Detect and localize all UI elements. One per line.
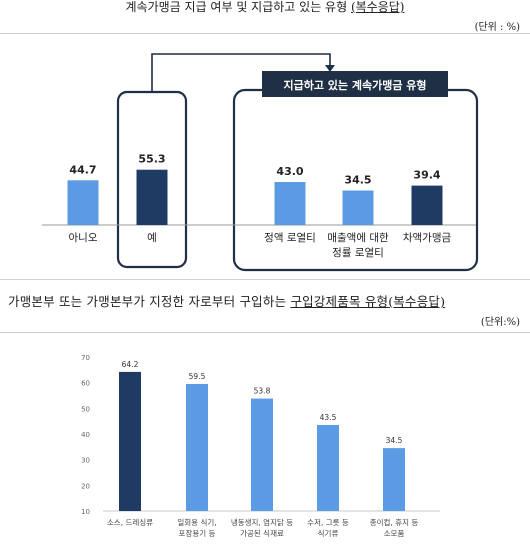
connector-line — [151, 53, 331, 92]
bottom-unit-label: (단위:%) — [480, 317, 520, 328]
top-bar — [411, 185, 443, 225]
top-chart-title: 계속가맹금 지급 여부 및 지급하고 있는 유형 (복수응답) — [0, 0, 530, 14]
bottom-y-tick: 40 — [81, 431, 90, 439]
top-bar-value: 34.5 — [344, 174, 371, 187]
top-category-label: 차액가맹금 — [403, 232, 452, 244]
bottom-y-tick: 50 — [81, 405, 90, 413]
bottom-category-label: 소스, 드레싱류 — [107, 517, 153, 527]
top-category-label: 아니오 — [69, 232, 98, 244]
top-chart: 지급하고 있는 계속가맹금 유형 44.7 아니오 55.3 예 43.0 정액 로열티 3… — [42, 53, 479, 272]
top-category-label: 매출액에 대한 — [327, 232, 389, 244]
bottom-category-label: 가공된 식재료 — [240, 528, 284, 538]
bottom-bar-value: 64.2 — [122, 360, 139, 369]
bottom-title-emph: 구입강제품목 유형 — [290, 294, 389, 309]
top-bar-value: 44.7 — [69, 163, 96, 176]
bottom-chart: 10 20 30 40 50 60 70 64.2 소스, 드레싱류 59.5 일회용 식기,포장용… — [81, 354, 440, 538]
bottom-y-tick: 60 — [81, 380, 90, 388]
bottom-bar-value: 59.5 — [189, 372, 206, 381]
top-bar — [342, 190, 374, 225]
top-category-label: 정액 로열티 — [264, 232, 316, 244]
bottom-bar-value: 53.8 — [254, 387, 271, 396]
connector-arrowhead — [325, 65, 335, 72]
top-bar-value: 39.4 — [413, 169, 440, 182]
bottom-y-tick: 30 — [81, 457, 90, 465]
top-chart-panel: 지급하고 있는 계속가맹금 유형 44.7 아니오 55.3 예 43.0 정액 로열티 3… — [0, 33, 530, 280]
top-bar — [274, 182, 306, 225]
bottom-bar-value: 43.5 — [320, 413, 337, 422]
bottom-title-note: (복수응답) — [388, 294, 446, 309]
top-category-label: 예 — [147, 231, 157, 244]
bottom-category-label: 일회용 식기, — [177, 518, 216, 527]
bottom-bar — [317, 425, 339, 511]
bottom-category-label: 수저, 그릇 등 — [307, 518, 349, 527]
bottom-bar — [383, 448, 405, 511]
bottom-bar — [251, 398, 273, 511]
bottom-y-tick: 70 — [81, 354, 90, 362]
top-bar-value: 43.0 — [276, 165, 303, 178]
bottom-category-label: 포장용기 등 — [179, 528, 216, 538]
bottom-bar-value: 34.5 — [386, 436, 403, 445]
top-bar — [136, 169, 168, 225]
bottom-y-tick: 10 — [81, 508, 90, 516]
callout-label: 지급하고 있는 계속가맹금 유형 — [283, 78, 426, 92]
bottom-y-tick: 20 — [81, 482, 90, 490]
top-bar-value: 55.3 — [138, 153, 165, 166]
callout-box — [262, 71, 448, 97]
top-title-note: (복수응답) — [350, 0, 405, 14]
bottom-bar — [119, 371, 141, 511]
bottom-title-main: 가맹본부 또는 가맹본부가 지정한 자로부터 구입하는 — [8, 294, 291, 309]
bottom-bar — [186, 383, 208, 511]
top-unit-label: (단위 : %) — [474, 22, 520, 33]
bottom-chart-title: 가맹본부 또는 가맹본부가 지정한 자로부터 구입하는 구입강제품목 유형(복수… — [8, 294, 445, 309]
bottom-category-label: 종이컵, 휴지 등 — [370, 517, 419, 527]
top-bar — [67, 180, 99, 225]
bottom-category-label: 냉동생지, 염지닭 등 — [231, 517, 293, 527]
top-category-label: 정률 로열티 — [332, 247, 384, 259]
bottom-category-label: 식기류 — [318, 529, 339, 538]
bottom-category-label: 소모품 — [384, 529, 405, 538]
bottom-chart-panel: 10 20 30 40 50 60 70 64.2 소스, 드레싱류 59.5 일회용 식기, 포장용… — [0, 332, 530, 551]
top-title-main: 계속가맹금 지급 여부 및 지급하고 있는 유형 — [125, 0, 351, 14]
